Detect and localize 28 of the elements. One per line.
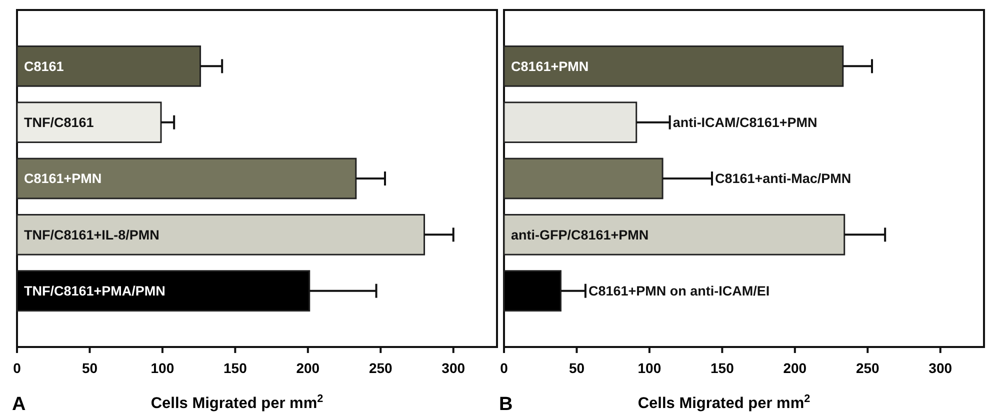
y-tick-label: C8161+PMN on anti-ICAM/EI (588, 284, 770, 299)
x-tick-label: 50 (82, 360, 98, 376)
x-tick-label: 300 (928, 360, 952, 376)
text: A (12, 394, 26, 415)
y-tick-label: anti-GFP/C8161+PMN (511, 227, 649, 242)
y-tick-label: C8161+anti-Mac/PMN (715, 171, 852, 186)
y-tick-label: C8161+PMN (511, 58, 589, 74)
y-tick-label: C8161 (24, 58, 64, 74)
x-tick-label: 100 (150, 360, 174, 376)
y-tick-label: TNF/C8161+PMA/PMN (24, 284, 166, 299)
x-tick-label: 50 (568, 360, 585, 376)
x-tick-label: 0 (500, 360, 508, 376)
x-tick-label: 250 (368, 360, 393, 376)
y-tick-label: TNF/C8161+IL-8/PMN (24, 227, 160, 242)
x-tick-label: 100 (638, 360, 662, 376)
y-tick-label: anti-ICAM/C8161+PMN (672, 115, 818, 130)
x-tick-label: 200 (783, 360, 807, 376)
x-tick-label: 0 (13, 360, 22, 376)
y-tick-label: C8161+PMN (24, 171, 102, 186)
text: B (499, 394, 513, 415)
x-tick-label: 300 (442, 360, 466, 376)
x-tick-label: 200 (296, 360, 320, 376)
x-axis-title: Cells Migrated per mm$^{2}$ (638, 393, 810, 412)
x-tick-label: 150 (710, 360, 734, 376)
x-tick-label: 250 (856, 360, 880, 376)
x-axis-title: Cells Migrated per mm$^{2}$ (150, 393, 324, 412)
x-tick-label: 150 (224, 360, 248, 376)
y-tick-label: TNF/C8161 (24, 115, 94, 130)
